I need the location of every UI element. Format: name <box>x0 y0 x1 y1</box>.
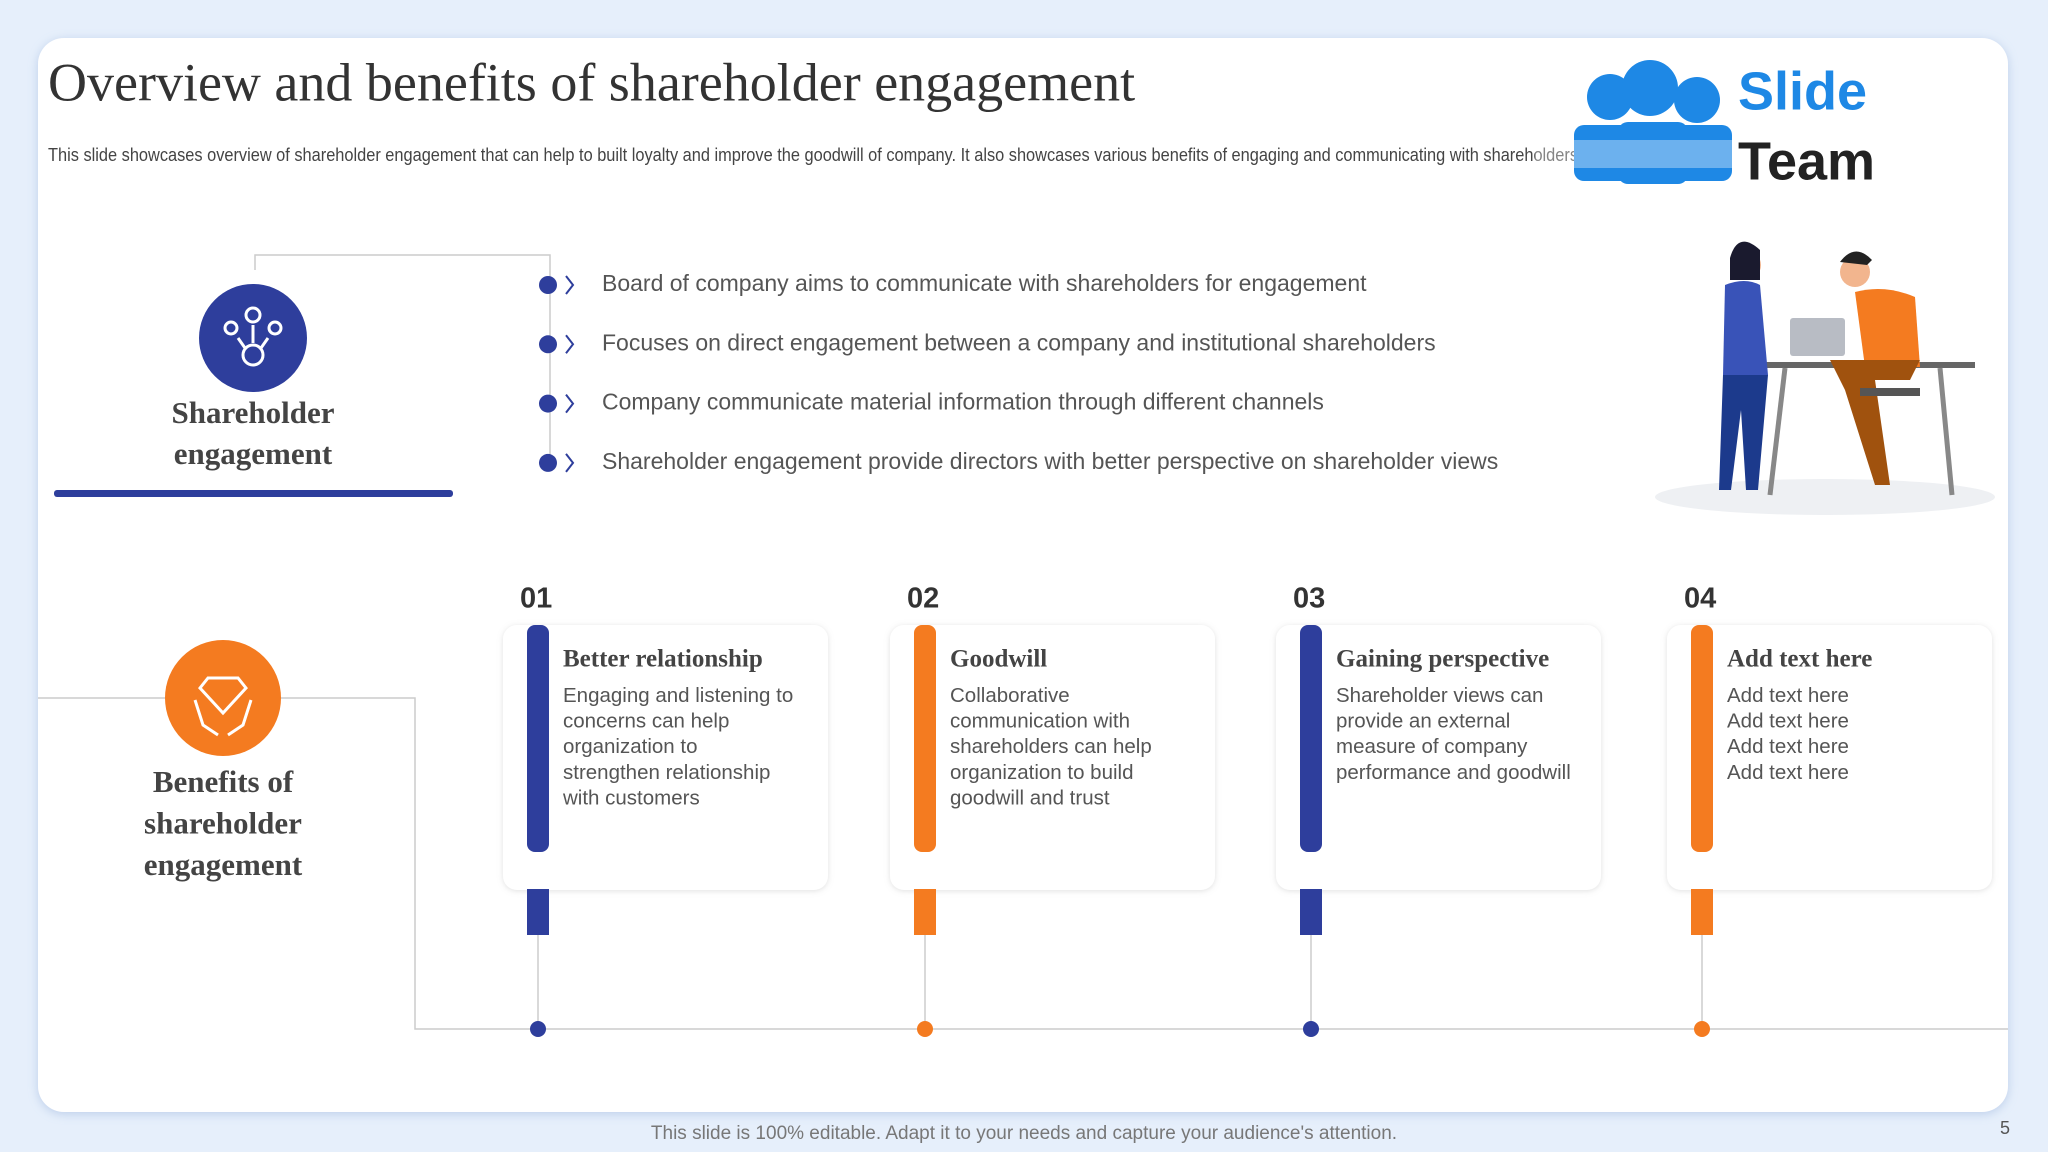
card-stem <box>527 889 549 935</box>
card-stem <box>1691 889 1713 935</box>
connector <box>254 254 551 470</box>
label-line: Benefits of <box>153 764 294 799</box>
benefits-label: Benefits of shareholder engagement <box>144 764 303 882</box>
card-stem <box>914 889 936 935</box>
logo: Slide Team <box>1535 60 1875 191</box>
label-line: Add text here <box>1727 684 1849 707</box>
label-line: Engaging and listening to <box>563 684 793 707</box>
card-body: Shareholder views can provide an external… <box>1336 684 1571 784</box>
card-body: Add text here Add text here Add text here A… <box>1727 684 1849 784</box>
card <box>1276 625 1601 890</box>
label-line: with customers <box>562 787 700 810</box>
label-line: organization to build <box>950 761 1134 784</box>
bullet-text: Board of company aims to communicate wit… <box>602 270 1367 296</box>
timeline-dot <box>1303 1021 1319 1037</box>
label-line: Add text here <box>1727 761 1849 784</box>
card-heading: Gaining perspective <box>1336 646 1549 673</box>
label-line: engagement <box>174 436 333 471</box>
card-stem <box>1300 889 1322 935</box>
card <box>503 625 828 890</box>
logo-text: Slide <box>1738 61 1867 121</box>
label-line: engagement <box>144 847 303 882</box>
bullet-list: Board of company aims to communicate wit… <box>539 270 1498 474</box>
benefit-cards: 01 Better relationship Engaging and listen… <box>503 583 1992 1037</box>
footer-note: This slide is 100% editable. Adapt it to… <box>651 1123 1397 1144</box>
card-bar <box>1300 625 1322 852</box>
label-line: concerns can help <box>563 710 729 733</box>
logo-text: Team <box>1738 131 1875 191</box>
card <box>1667 625 1992 890</box>
bullet-dot <box>539 453 557 472</box>
overview-label: Shareholder engagement <box>171 395 334 471</box>
card-bar <box>527 625 549 852</box>
label-line: performance and goodwill <box>1336 761 1571 784</box>
timeline-dot <box>917 1021 933 1037</box>
card-number: 03 <box>1293 583 1325 615</box>
label-line: measure of company <box>1336 736 1528 759</box>
bullet-chevron <box>565 453 575 473</box>
bullet-text: Focuses on direct engagement between a c… <box>602 329 1436 355</box>
bullet-text: Shareholder engagement provide directors… <box>602 448 1498 474</box>
label-line: Shareholder <box>171 395 334 430</box>
page-number: 5 <box>2000 1118 2010 1138</box>
label-line: Shareholder views can <box>1336 684 1543 707</box>
card-bar <box>1691 625 1713 852</box>
card-heading: Better relationship <box>563 646 763 673</box>
title: Overview and benefits of shareholder eng… <box>48 52 1135 112</box>
card-heading: Goodwill <box>950 646 1047 673</box>
card-number: 04 <box>1684 583 1716 615</box>
icon-glyph <box>193 676 253 737</box>
label-line: organization to <box>563 736 697 759</box>
slide-card <box>38 38 2008 1112</box>
label-line: communication with <box>950 710 1130 733</box>
bullet-chevron <box>565 275 575 295</box>
card-body: Engaging and listening to concerns can he… <box>562 684 793 809</box>
label-line: Add text here <box>1727 710 1849 733</box>
card-bar <box>914 625 936 852</box>
bullet-chevron <box>565 334 575 354</box>
label-line: Add text here <box>1727 736 1849 759</box>
label-line: shareholder <box>144 806 302 841</box>
card-number: 02 <box>907 583 939 615</box>
bullet-dot <box>539 276 557 294</box>
label-line: shareholders can help <box>950 736 1152 759</box>
subtitle: This slide showcases overview of shareho… <box>48 144 1578 165</box>
label-line: goodwill and trust <box>950 787 1110 810</box>
timeline-dot <box>530 1021 546 1037</box>
card-number: 01 <box>520 583 552 615</box>
label-line: provide an external <box>1336 710 1510 733</box>
card-heading: Add text here <box>1727 646 1872 673</box>
icon-glyph <box>223 306 283 367</box>
card <box>890 625 1215 890</box>
bullet-dot <box>539 335 557 354</box>
card-body: Collaborative communication with sharehold… <box>950 684 1152 809</box>
label-line: strengthen relationship <box>563 761 770 784</box>
bullet-dot <box>539 394 557 413</box>
bullet-text: Company communicate material information… <box>602 389 1324 415</box>
label-line: Collaborative <box>950 684 1070 707</box>
benefits-icon <box>165 640 281 756</box>
illustration <box>1655 241 1995 515</box>
underline <box>54 490 453 497</box>
timeline-dot <box>1694 1021 1710 1037</box>
bullet-chevron <box>565 393 575 414</box>
